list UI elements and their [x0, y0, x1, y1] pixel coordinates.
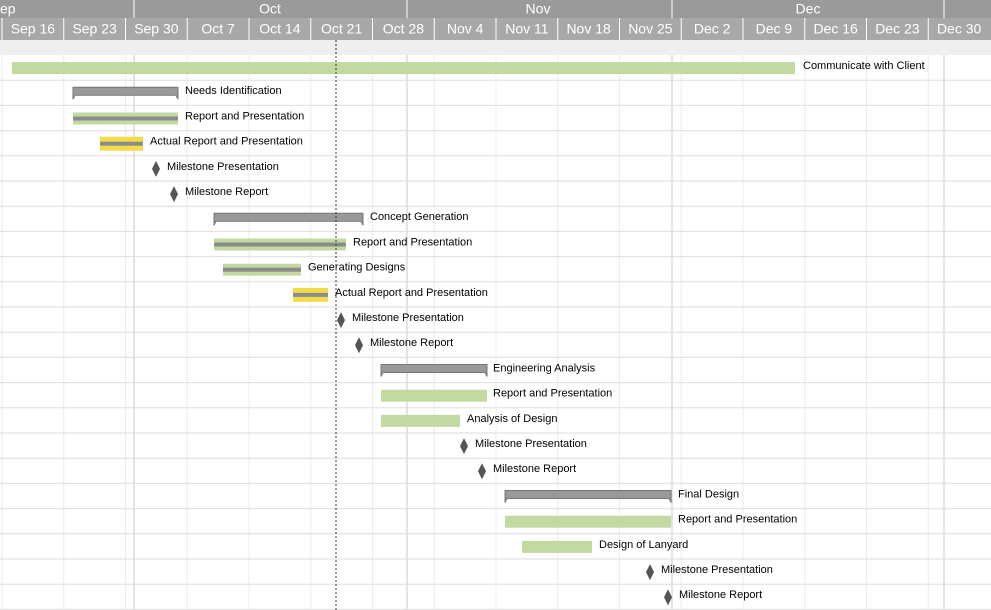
progress-bar: [100, 141, 143, 146]
month-label: ep: [0, 1, 16, 17]
task-bar: [522, 540, 592, 553]
task-label: Final Design: [678, 488, 739, 500]
week-label: Nov 4: [447, 21, 484, 37]
task-label: Generating Designs: [308, 262, 406, 274]
milestone: [152, 160, 160, 177]
milestone: [355, 337, 363, 354]
month-label: Nov: [526, 1, 551, 17]
task-label: Design of Lanyard: [599, 539, 688, 551]
week-label: Sep 30: [134, 21, 179, 37]
task-label: Report and Presentation: [678, 514, 797, 526]
task-label: Milestone Report: [185, 186, 268, 198]
task-label: Report and Presentation: [493, 388, 612, 400]
task-label: Milestone Presentation: [167, 161, 279, 173]
week-label: Dec 16: [813, 21, 858, 37]
progress-bar: [293, 292, 328, 297]
task-label: Needs Identification: [185, 85, 282, 97]
milestone: [646, 564, 654, 581]
task-bar: [505, 515, 671, 528]
month-label: Oct: [259, 1, 281, 17]
week-label: Dec 9: [756, 21, 793, 37]
summary-bar: [504, 490, 672, 503]
task-label: Report and Presentation: [185, 110, 304, 122]
summary-bar: [72, 86, 179, 100]
bars: Communicate with Client Needs Identificat…: [12, 60, 925, 606]
progress-bar: [214, 242, 346, 247]
task-bar: [12, 62, 795, 75]
week-label: Nov 25: [628, 21, 673, 37]
task-label: Concept Generation: [370, 211, 468, 223]
task-label: Engineering Analysis: [493, 362, 596, 374]
progress-bar: [73, 116, 178, 121]
month-label: Dec: [796, 1, 821, 17]
week-label: Dec 30: [937, 21, 982, 37]
week-label: Dec 2: [694, 21, 731, 37]
task-label: Milestone Report: [370, 337, 453, 349]
week-label: Sep 16: [11, 21, 56, 37]
task-label: Actual Report and Presentation: [150, 136, 303, 148]
task-label: Report and Presentation: [353, 236, 472, 248]
week-label: Oct 14: [259, 21, 300, 37]
progress-bar: [223, 267, 301, 272]
grid: [0, 55, 991, 610]
milestone: [460, 438, 468, 455]
milestone: [664, 589, 672, 606]
task-label: Milestone Report: [679, 589, 762, 601]
header-spacer: [0, 40, 991, 55]
week-label: Nov 11: [505, 21, 549, 37]
summary-bar: [213, 212, 364, 226]
milestone: [478, 463, 486, 480]
week-label: Oct 7: [201, 21, 235, 37]
task-label: Communicate with Client: [803, 60, 925, 72]
task-label: Milestone Presentation: [352, 312, 464, 324]
task-label: Actual Report and Presentation: [335, 287, 488, 299]
task-label: Milestone Presentation: [661, 564, 773, 576]
month-header: [0, 0, 991, 18]
week-label: Sep 23: [72, 21, 117, 37]
summary-bar: [380, 364, 488, 377]
week-label: Nov 18: [566, 21, 611, 37]
week-label: Dec 23: [875, 21, 920, 37]
week-label: Oct 28: [383, 21, 424, 37]
task-bar: [381, 414, 460, 427]
milestone: [170, 186, 178, 203]
task-bar: [381, 389, 487, 402]
milestone: [337, 312, 345, 329]
task-label: Milestone Presentation: [475, 438, 587, 450]
task-label: Milestone Report: [493, 463, 576, 475]
week-label: Oct 21: [321, 21, 362, 37]
task-label: Analysis of Design: [467, 413, 558, 425]
